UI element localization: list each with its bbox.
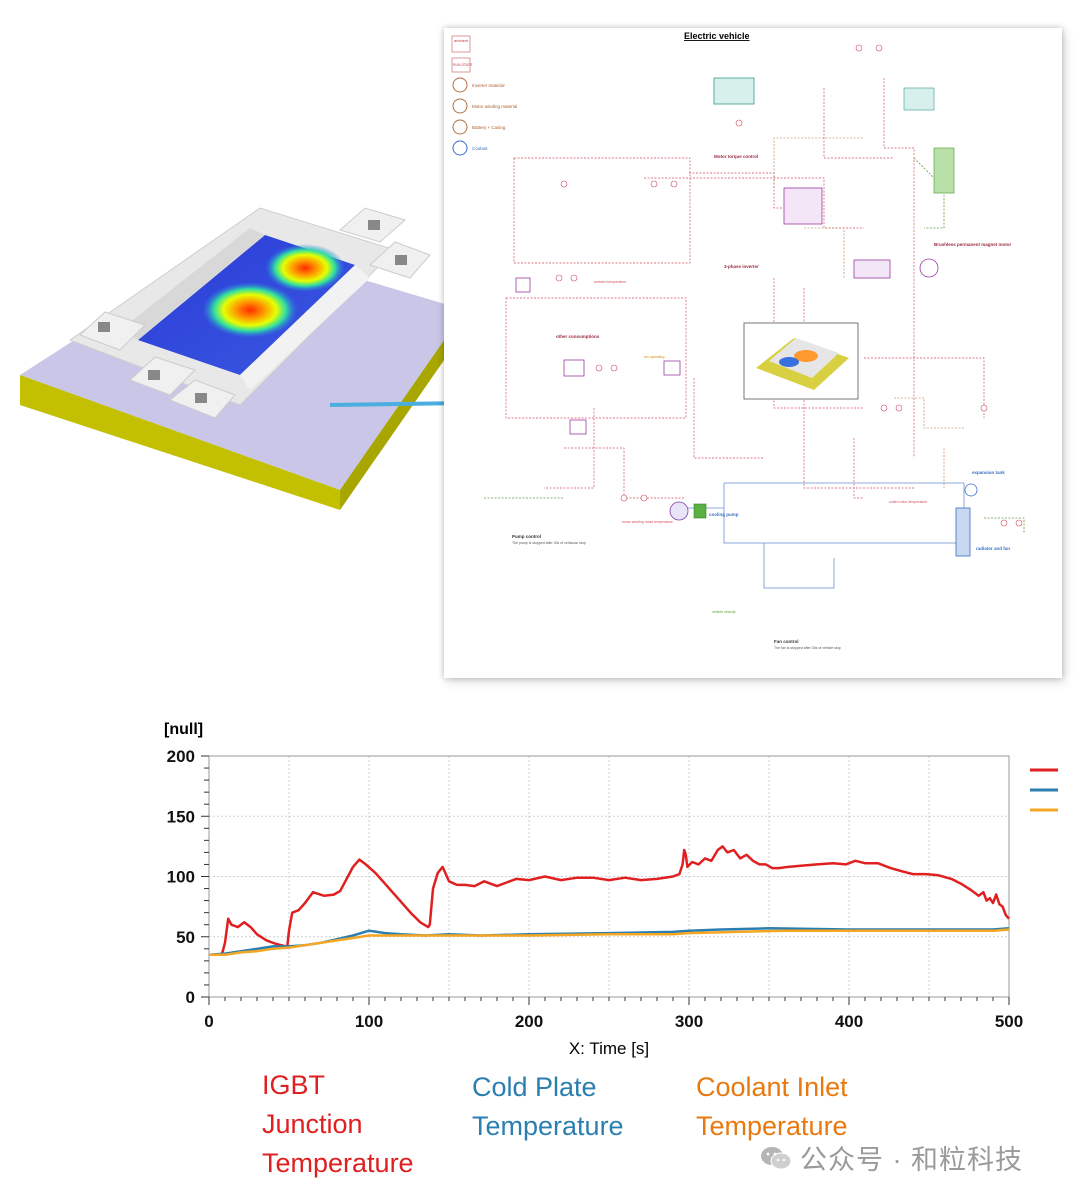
y-axis-label: [null] bbox=[164, 721, 203, 738]
run-stats-label: RUN STATS bbox=[453, 63, 473, 67]
inner-wall-front bbox=[240, 265, 370, 390]
y-tick-label: 0 bbox=[186, 988, 195, 1007]
module-inset-hotspot bbox=[794, 350, 818, 362]
fan-block bbox=[663, 360, 681, 376]
hotspot-2 bbox=[265, 244, 345, 292]
label-pump-note: The pump is stopped after 30s of vehicul… bbox=[512, 541, 586, 545]
x-tick-label: 400 bbox=[835, 1012, 863, 1031]
x-tick-label: 200 bbox=[515, 1012, 543, 1031]
motor-icon bbox=[919, 258, 939, 278]
inverter-block bbox=[783, 187, 823, 225]
inner-wall-left bbox=[120, 228, 265, 340]
label-fan-op: fan operating bbox=[644, 355, 664, 359]
hotspot-1 bbox=[202, 282, 298, 338]
ambient-badge bbox=[451, 35, 471, 53]
substrate-side-front bbox=[20, 375, 340, 510]
coolant-loop bbox=[684, 482, 965, 589]
battery-block bbox=[515, 277, 531, 293]
minor-ticks bbox=[201, 755, 1010, 1005]
label-fan-control: Fan control bbox=[774, 639, 799, 644]
wechat-icon bbox=[761, 1146, 792, 1169]
connector-circles bbox=[555, 44, 1023, 527]
thermal-wires bbox=[773, 137, 964, 488]
legend-icon-coolant bbox=[452, 140, 468, 156]
legend-cold-plate-label: Cold Plate Temperature bbox=[472, 1072, 624, 1141]
watermark: 公众号 · 和粒科技 bbox=[760, 1138, 1023, 1177]
x-tick-label: 100 bbox=[355, 1012, 383, 1031]
schematic-labels: Motor torque control Brushless permanent… bbox=[512, 154, 1012, 644]
mount-hole bbox=[148, 370, 160, 380]
series-layer bbox=[208, 845, 1010, 957]
label-radiator: radiator and fan bbox=[976, 546, 1010, 551]
mount-hole bbox=[195, 393, 207, 403]
pump-motor bbox=[693, 503, 707, 519]
label-outlet: outlet motor temperature bbox=[889, 500, 927, 504]
legend-coolant-inlet-label: Coolant Inlet Temperature bbox=[696, 1072, 848, 1141]
component-block bbox=[713, 77, 755, 105]
legend-motor: Motor winding material bbox=[472, 104, 517, 109]
substrate-side-right bbox=[340, 310, 465, 510]
schematic-panel: Electric vehicle ambient RUN STATS Inver… bbox=[444, 28, 1062, 678]
y-tick-label: 50 bbox=[176, 928, 195, 947]
schematic-diagram: Electric vehicle ambient RUN STATS Inver… bbox=[451, 31, 1025, 650]
radiator-block bbox=[955, 507, 971, 557]
label-pump-control: Pump control bbox=[512, 534, 541, 539]
chart-grid bbox=[209, 756, 1009, 997]
watermark-text: 公众号 · 和粒科技 bbox=[800, 1145, 1023, 1175]
legend-inverter: Inverter material bbox=[472, 83, 505, 88]
mount-hole bbox=[368, 220, 380, 230]
label-torque: Motor torque control bbox=[714, 154, 758, 159]
legend-battery: Battery + Casing bbox=[472, 125, 506, 130]
green-wires bbox=[484, 157, 1025, 533]
vehicle-icon bbox=[903, 87, 935, 111]
label-expansion: expansion tank bbox=[972, 470, 1005, 475]
label-velocity: vehicle velocity bbox=[712, 610, 736, 614]
legend-swatches bbox=[1030, 768, 1058, 812]
label-inverter: 3-phase inverter bbox=[724, 264, 759, 269]
sensor-block bbox=[569, 419, 587, 435]
vehicle-block bbox=[933, 147, 955, 194]
series-line-0 bbox=[209, 845, 1010, 957]
y-tick-label: 100 bbox=[167, 868, 195, 887]
module-inset-cool bbox=[779, 357, 799, 367]
label-other: other consumptions bbox=[556, 334, 600, 339]
ambient-badge-label: ambient bbox=[454, 38, 469, 43]
y-tick-label: 150 bbox=[167, 807, 195, 826]
axis-tick-labels: 0 50 100 150 200 0 100 200 300 400 500 bbox=[167, 747, 1024, 1031]
igbt-module-render bbox=[10, 190, 480, 510]
legend-icon-inverter bbox=[452, 77, 468, 93]
legend-coolant: Coolant bbox=[472, 146, 488, 151]
legend-icon-motor bbox=[452, 98, 468, 114]
x-axis-label: X: Time [s] bbox=[569, 1039, 649, 1058]
temperature-chart: 0 50 100 150 200 0 100 200 300 400 500 [null] X: T… bbox=[164, 721, 1058, 1058]
x-tick-label: 300 bbox=[675, 1012, 703, 1031]
schematic-small-labels: motor winding mass temperature outlet mo… bbox=[512, 280, 927, 650]
mount-tab-1 bbox=[79, 311, 146, 351]
label-fan-note: The fan is stopped after 30s of vehicle … bbox=[774, 646, 841, 650]
x-tick-label: 0 bbox=[204, 1012, 213, 1031]
series-line-1 bbox=[208, 927, 1010, 957]
signal-wires bbox=[505, 78, 985, 499]
igbt-module-image bbox=[20, 207, 465, 510]
mount-tab-2 bbox=[129, 356, 196, 396]
expansion-tank-icon bbox=[964, 483, 978, 497]
mount-hole bbox=[98, 322, 110, 332]
consumption-block bbox=[563, 359, 585, 377]
series-line-2 bbox=[209, 928, 1010, 957]
label-ambient: ambient temperature bbox=[594, 280, 626, 284]
y-tick-label: 200 bbox=[167, 747, 195, 766]
label-pump: cooling pump bbox=[709, 512, 739, 517]
legend-igbt-label: IGBT Junction Temperature bbox=[262, 1070, 414, 1178]
label-winding: motor winding mass temperature bbox=[622, 520, 673, 524]
label-bpm: Brushless permanent magnet motor bbox=[934, 242, 1012, 247]
x-tick-label: 500 bbox=[995, 1012, 1023, 1031]
mount-hole bbox=[395, 255, 407, 265]
legend-icon-battery bbox=[452, 119, 468, 135]
motor-block bbox=[853, 259, 891, 279]
schematic-title: Electric vehicle bbox=[684, 31, 750, 41]
cooling-pump-icon bbox=[669, 501, 689, 521]
run-stats-badge bbox=[451, 57, 471, 73]
